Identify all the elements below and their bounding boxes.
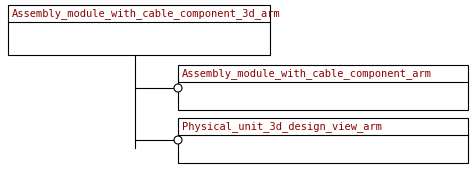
Text: Assembly_module_with_cable_component_arm: Assembly_module_with_cable_component_arm — [182, 68, 432, 79]
Bar — [178, 118, 468, 163]
Text: Assembly_module_with_cable_component_3d_arm: Assembly_module_with_cable_component_3d_… — [12, 8, 281, 19]
Bar — [8, 5, 270, 55]
Circle shape — [174, 84, 182, 92]
Text: Physical_unit_3d_design_view_arm: Physical_unit_3d_design_view_arm — [182, 121, 382, 132]
Circle shape — [174, 136, 182, 144]
Bar — [178, 65, 468, 110]
